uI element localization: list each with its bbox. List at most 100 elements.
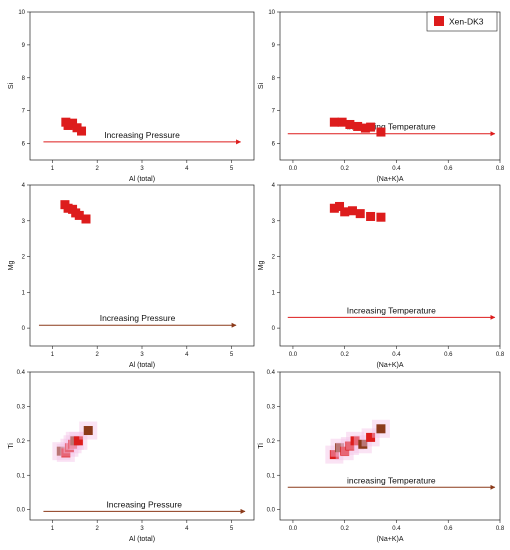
y-tick-label: 3 <box>272 219 276 225</box>
x-tick-label: 0.2 <box>341 526 350 532</box>
y-axis-label: Ti <box>8 443 15 449</box>
x-tick-label: 4 <box>185 526 189 532</box>
legend-label: Xen-DK3 <box>449 17 484 27</box>
chart-panel-2: 0.0 0.2 0.4 0.6 0.8 6 7 8 9 10 (Na+K)A Si increasing… <box>258 10 505 183</box>
y-axis-label: Ti <box>258 443 265 449</box>
plot-frame <box>279 371 501 521</box>
y-tick-label: 4 <box>272 183 276 189</box>
y-tick-label: 2 <box>272 255 276 261</box>
data-point <box>329 450 339 460</box>
y-tick-label: 0.2 <box>17 439 26 445</box>
x-axis-label: Al (total) <box>129 536 155 543</box>
x-tick-label: 3 <box>140 352 144 358</box>
y-axis-label: Mg <box>258 261 265 271</box>
x-tick-label: 0.2 <box>341 352 350 358</box>
x-axis-label: Al (total) <box>129 176 155 183</box>
data-point <box>337 117 347 127</box>
data-point <box>376 127 386 137</box>
chart-panel-3: 1 2 3 4 5 0 1 2 3 4 Al (total) Mg Increasing Pressur… <box>8 183 255 369</box>
x-axis-label: (Na+K)A <box>376 536 403 543</box>
y-tick-label: 3 <box>22 219 26 225</box>
x-tick-label: 0.8 <box>496 166 505 172</box>
y-axis-label: Si <box>258 82 265 89</box>
y-tick-label: 1 <box>22 290 26 296</box>
y-tick-label: 0.4 <box>267 370 276 376</box>
y-tick-label: 0 <box>22 326 26 332</box>
y-tick-label: 0.1 <box>267 473 276 479</box>
x-tick-label: 0.6 <box>444 166 453 172</box>
y-tick-label: 0.3 <box>17 404 26 410</box>
x-tick-label: 0.8 <box>496 352 505 358</box>
y-tick-label: 9 <box>272 43 276 49</box>
y-tick-label: 6 <box>22 142 26 148</box>
x-tick-label: 0.0 <box>289 166 298 172</box>
y-tick-label: 0.4 <box>17 370 26 376</box>
data-point <box>329 117 339 127</box>
x-tick-label: 3 <box>140 166 144 172</box>
y-tick-label: 6 <box>272 142 276 148</box>
data-point <box>74 210 84 220</box>
data-point <box>77 126 87 136</box>
data-point <box>358 439 368 449</box>
chart-panel-4: 0.0 0.2 0.4 0.6 0.8 0 1 2 3 4 (Na+K)A Mg Increasing … <box>258 183 505 369</box>
data-point <box>353 121 363 131</box>
x-tick-label: 0.8 <box>496 526 505 532</box>
x-tick-label: 5 <box>230 166 234 172</box>
trend-annotation: increasing Temperature <box>347 122 436 132</box>
x-tick-label: 1 <box>51 166 55 172</box>
y-tick-label: 0.2 <box>267 439 276 445</box>
x-axis-label: Al (total) <box>129 362 155 369</box>
x-tick-label: 5 <box>230 526 234 532</box>
data-point <box>345 441 355 451</box>
data-point <box>350 436 360 446</box>
data-point <box>355 209 365 219</box>
plot-frame <box>279 184 501 347</box>
chart-panel-6: 0.0 0.2 0.4 0.6 0.8 0.0 0.1 0.2 0.3 0.4 (Na+K)A Ti i… <box>258 370 505 543</box>
legend-swatch <box>434 16 444 26</box>
data-point <box>345 119 355 129</box>
y-tick-label: 10 <box>268 10 275 16</box>
x-tick-label: 1 <box>51 526 55 532</box>
x-tick-label: 0.6 <box>444 526 453 532</box>
y-tick-label: 0.1 <box>17 473 26 479</box>
x-tick-label: 0.4 <box>392 166 401 172</box>
y-tick-label: 2 <box>22 255 26 261</box>
x-tick-label: 3 <box>140 526 144 532</box>
chart-panel-1: 1 2 3 4 5 6 7 8 9 10 Al (total) Si Increasing Pressu… <box>8 10 255 183</box>
x-tick-label: 2 <box>96 166 100 172</box>
trend-annotation: Increasing Temperature <box>347 305 436 315</box>
y-tick-label: 7 <box>22 109 26 115</box>
trend-annotation: increasing Temperature <box>347 475 436 485</box>
x-tick-label: 1 <box>51 352 55 358</box>
data-point <box>340 207 350 217</box>
data-point <box>366 122 376 132</box>
data-point <box>347 206 357 216</box>
x-tick-label: 0.0 <box>289 352 298 358</box>
y-tick-label: 9 <box>22 43 26 49</box>
y-tick-label: 0.3 <box>267 404 276 410</box>
x-axis-label: (Na+K)A <box>376 362 403 369</box>
data-point <box>61 448 71 458</box>
data-point <box>366 211 376 221</box>
y-tick-label: 10 <box>18 10 25 16</box>
x-tick-label: 2 <box>96 526 100 532</box>
y-tick-label: 8 <box>22 76 26 82</box>
y-tick-label: 0.0 <box>267 508 276 514</box>
x-tick-label: 0.0 <box>289 526 298 532</box>
y-tick-label: 0.0 <box>17 508 26 514</box>
y-tick-label: 0 <box>272 326 276 332</box>
x-tick-label: 5 <box>230 352 234 358</box>
x-tick-label: 4 <box>185 166 189 172</box>
y-axis-label: Si <box>8 82 15 89</box>
x-tick-label: 2 <box>96 352 100 358</box>
x-tick-label: 0.4 <box>392 352 401 358</box>
chart-panel-5: 1 2 3 4 5 0.0 0.1 0.2 0.3 0.4 Al (total) Ti Increasi… <box>8 370 255 543</box>
y-tick-label: 4 <box>22 183 26 189</box>
data-point <box>366 432 376 442</box>
trend-annotation: Increasing Pressure <box>104 130 180 140</box>
data-point <box>83 426 93 436</box>
data-point <box>340 446 350 456</box>
plot-frame <box>279 11 501 161</box>
